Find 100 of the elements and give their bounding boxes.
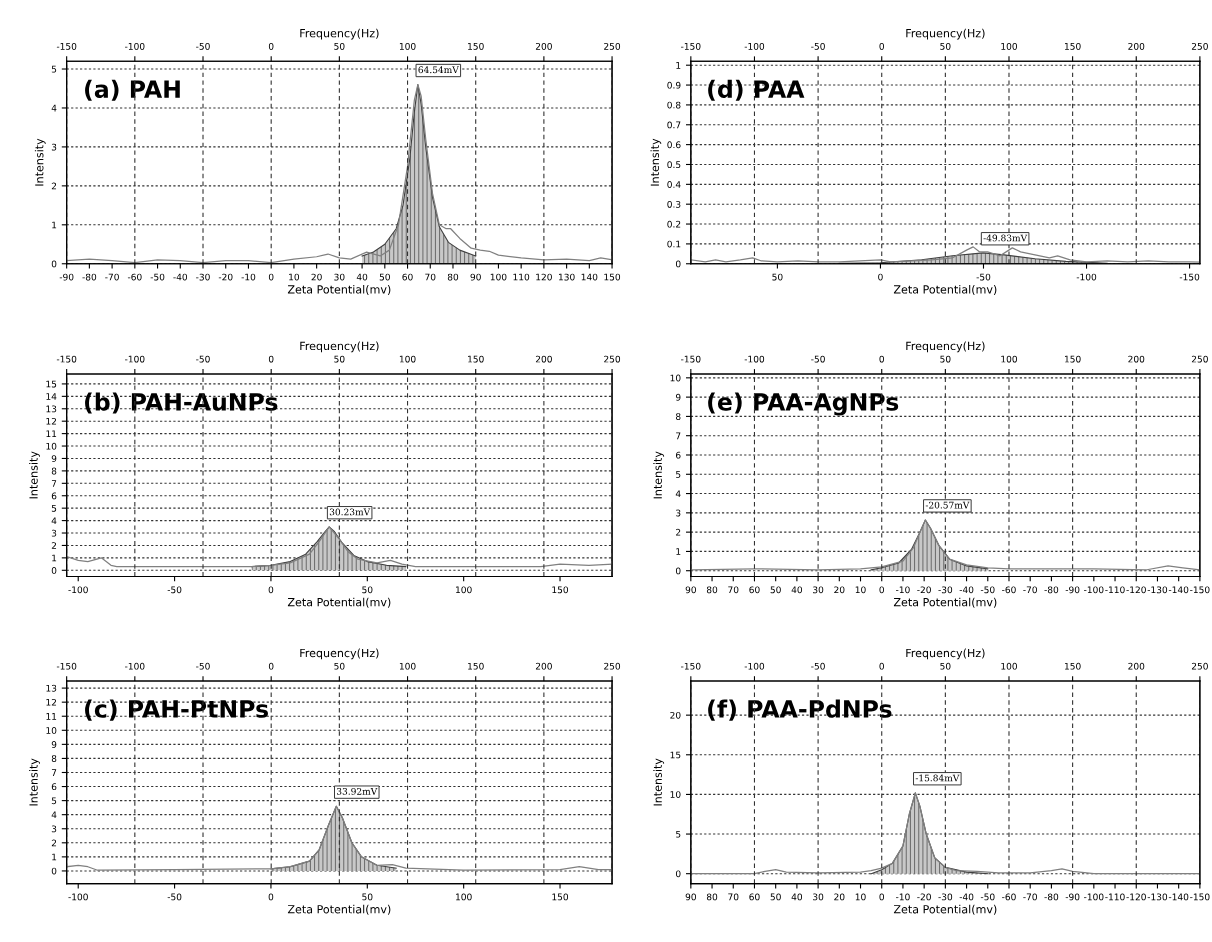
x2-tick-label: -150 (681, 355, 701, 363)
y-tick-label: 0.6 (667, 141, 681, 149)
y-tick-label: 5 (51, 505, 57, 512)
x-tick-label: -30 (938, 586, 953, 594)
x-tick-label: -40 (173, 273, 188, 281)
x2-tick-label: -150 (56, 662, 77, 670)
text: (b) PAH-AuNPs (85, 392, 278, 414)
x-tick-label: -20 (917, 893, 931, 901)
x2-tick-label: 50 (940, 662, 951, 670)
y-tick-label: 2 (51, 839, 57, 847)
x-tick-label: -110 (1105, 893, 1125, 901)
y-axis-title: Intensity (29, 758, 40, 806)
y-tick-label: 14 (46, 393, 57, 400)
y-tick-label: 9 (51, 741, 57, 748)
x-tick-label: 10 (855, 893, 866, 901)
x-tick-label: -80 (1044, 893, 1059, 901)
y-tick-label: 8 (51, 755, 57, 762)
x-tick-label: -10 (896, 586, 910, 594)
y-tick-label: 1 (676, 548, 681, 555)
x2-tick-label: 200 (1128, 662, 1145, 670)
x2-axis-title: Frequency(Hz) (300, 28, 379, 40)
x2-tick-label: 150 (468, 662, 484, 670)
y-tick-label: 11 (46, 430, 57, 438)
x2-tick-label: 50 (940, 355, 951, 363)
line-series (690, 519, 1200, 571)
y-tick-label: 6 (51, 783, 57, 791)
y-tick-label: 15 (670, 751, 681, 759)
y-tick-label: 15 (46, 380, 57, 388)
x-tick-label: 60 (749, 893, 760, 901)
y-tick-label: 0.8 (667, 101, 681, 109)
y-tick-label: 10 (46, 727, 57, 734)
x-axis-title: Zeta Potential(mv) (893, 597, 997, 608)
x2-tick-label: -100 (744, 42, 765, 50)
x-tick-label: 110 (513, 273, 530, 281)
x-tick-label: 90 (685, 586, 696, 594)
text: (a) PAH (85, 79, 180, 101)
y-tick-label: 0 (675, 567, 681, 575)
x2-tick-label: 150 (1065, 355, 1081, 363)
y-tick-label: 8 (675, 413, 681, 420)
x2-tick-label: 100 (1001, 662, 1018, 670)
x2-tick-label: 200 (535, 355, 552, 363)
x-axis-title: Zeta Potential(mv) (287, 904, 391, 915)
x-tick-label: -50 (980, 586, 995, 594)
x-tick-label: 30 (813, 893, 824, 901)
x-tick-label: 80 (447, 273, 459, 281)
x-tick-label: -100 (1084, 586, 1104, 594)
x2-axis-title: Frequency(Hz) (300, 648, 379, 660)
y-tick-label: 20 (670, 711, 681, 719)
y-tick-label: 1 (52, 221, 57, 229)
x-tick-label: 0 (879, 893, 884, 901)
line-series (690, 792, 1200, 875)
y-tick-label: 7 (51, 769, 57, 776)
x-tick-label: -80 (82, 273, 97, 281)
x-tick-label: 70 (728, 586, 739, 594)
x-tick-label: -50 (980, 893, 995, 901)
x-tick-label: -100 (1076, 273, 1097, 281)
x-tick-label: 90 (470, 273, 481, 281)
x-tick-label: -100 (1084, 893, 1104, 901)
x2-axis-title: Frequency(Hz) (906, 28, 985, 40)
x2-tick-label: -150 (56, 42, 77, 50)
x-tick-label: -90 (59, 273, 74, 281)
x-tick-label: 30 (334, 273, 345, 281)
x2-tick-label: 100 (1001, 42, 1018, 50)
x-tick-label: 80 (706, 893, 718, 901)
x-tick-label: -20 (218, 273, 233, 281)
y-tick-label: 3 (51, 825, 57, 833)
x2-tick-label: 100 (399, 355, 416, 363)
x-tick-label: -120 (1126, 586, 1146, 594)
y-tick-label: 5 (51, 65, 57, 73)
y-tick-label: 1 (52, 554, 57, 562)
y-tick-label: 9 (51, 455, 57, 463)
y-axis-title: Intensity (650, 138, 662, 186)
annotation: 33.92mV (337, 787, 378, 795)
y-tick-label: 10 (670, 374, 681, 382)
y-tick-label: 6 (676, 451, 681, 459)
y-tick-label: 2 (51, 182, 57, 190)
x-axis-title: Zeta Potential(mv) (893, 904, 997, 915)
x-tick-label: 0 (268, 273, 274, 281)
x2-tick-label: -50 (196, 662, 210, 670)
x2-tick-label: 0 (268, 662, 274, 670)
x-tick-label: -60 (1002, 586, 1016, 594)
x-tick-label: 0 (878, 273, 883, 281)
annotation: 64.54mV (418, 66, 459, 74)
y-tick-label: 4 (675, 490, 681, 497)
x2-axis-title: Frequency(Hz) (906, 341, 985, 353)
x2-tick-label: 50 (334, 355, 345, 363)
y-tick-label: 0.2 (667, 220, 681, 228)
x-axis-title: Zeta Potential(mv) (287, 597, 391, 608)
x2-tick-label: 150 (1065, 662, 1081, 670)
x-tick-label: -50 (976, 273, 991, 281)
y-tick-label: 2 (51, 542, 57, 549)
x2-tick-label: 150 (468, 355, 484, 363)
x-tick-label: 0 (268, 586, 274, 594)
x-tick-label: -60 (127, 273, 142, 281)
annotation: -49.83mV (983, 234, 1028, 242)
x2-tick-label: -100 (125, 42, 145, 50)
x-tick-label: -140 (1168, 893, 1189, 901)
x-tick-label: -100 (68, 586, 88, 594)
x-tick-label: 80 (706, 586, 718, 594)
x-tick-label: 40 (791, 586, 803, 594)
